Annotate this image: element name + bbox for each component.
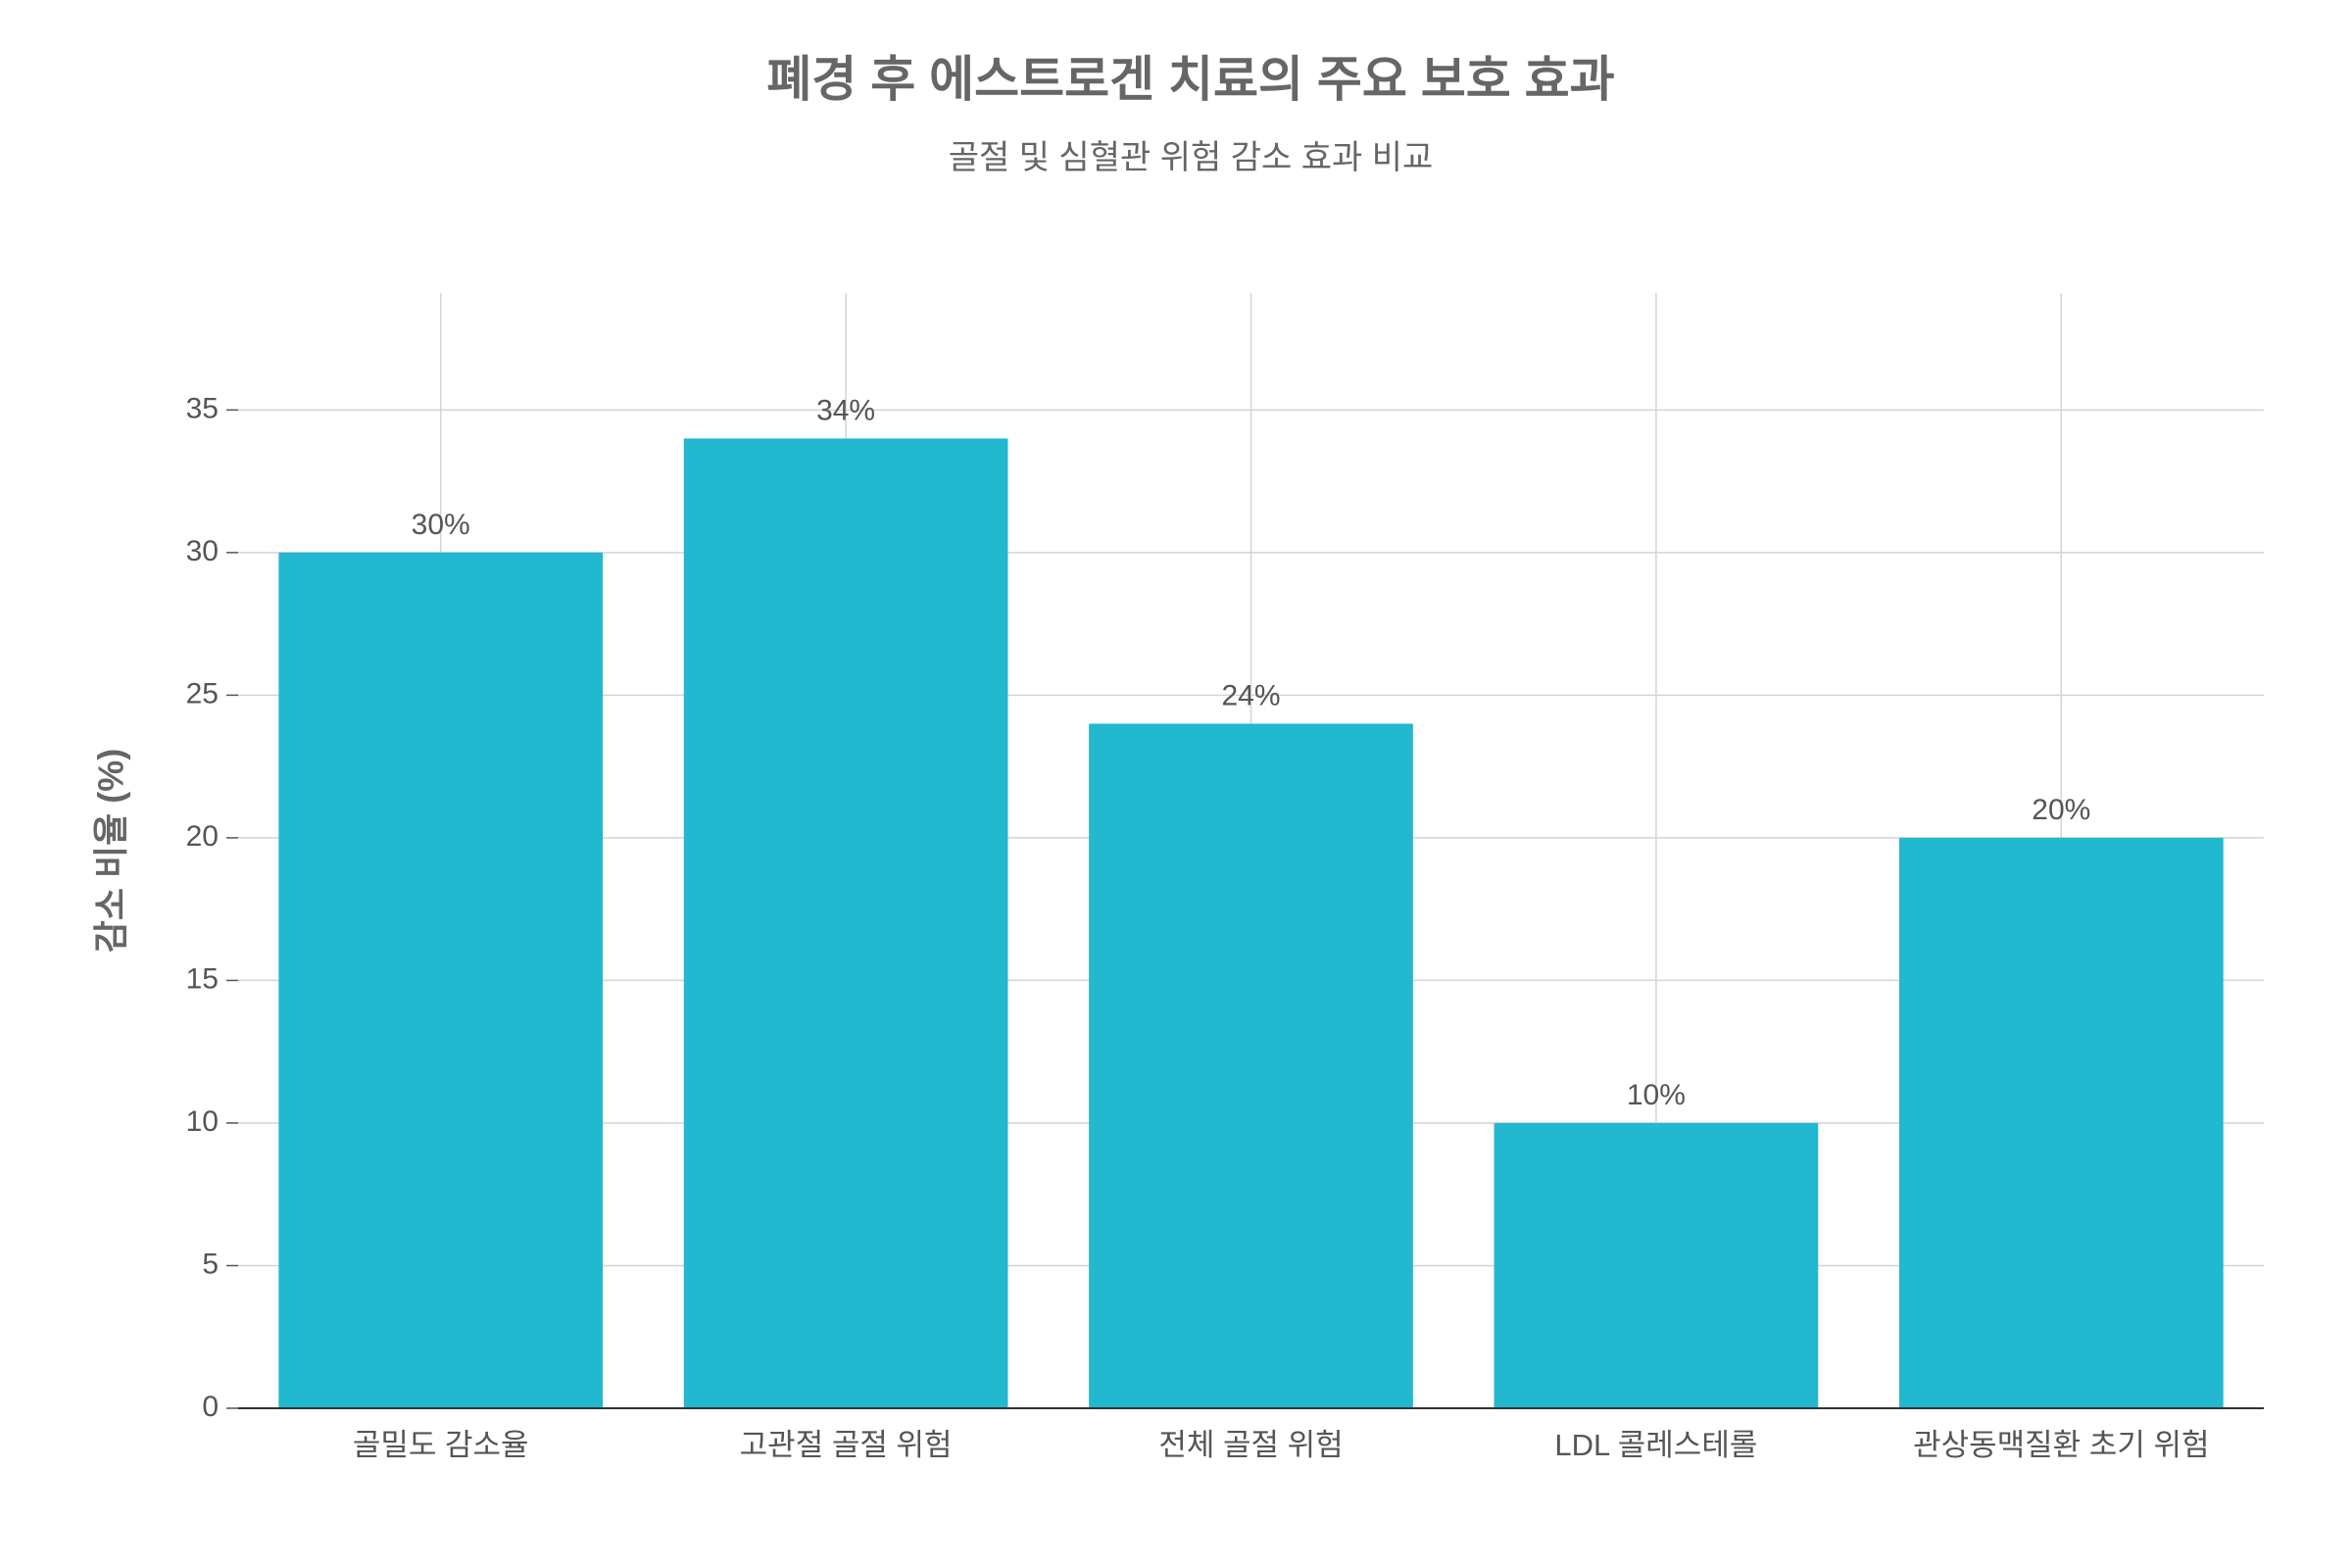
- x-tick-label: LDL 콜레스테롤: [1554, 1428, 1757, 1462]
- x-tick-label: 골밀도 감소율: [353, 1428, 529, 1462]
- x-tick-label: 관상동맥질환 초기 위험: [1913, 1428, 2209, 1462]
- y-axis-label: 감소 비율 (%): [91, 749, 131, 953]
- bar: [1494, 1122, 1819, 1408]
- y-tick-label: 0: [202, 1391, 219, 1423]
- x-tick-label: 고관절 골절 위험: [740, 1428, 953, 1462]
- value-label: 20%: [2032, 794, 2090, 826]
- value-label: 10%: [1627, 1079, 1686, 1111]
- y-tick-label: 20: [186, 820, 219, 853]
- y-tick-label: 5: [202, 1248, 219, 1280]
- value-label: 30%: [412, 509, 470, 541]
- chart-subtitle: 골절 및 심혈관 위험 감소 효과 비교: [949, 139, 1434, 176]
- x-tick-label: 전체 골절 위험: [1158, 1428, 1343, 1462]
- y-tick-label: 10: [186, 1105, 219, 1138]
- y-tick-label: 15: [186, 962, 219, 995]
- chart-title: 폐경 후 에스트로겐 치료의 주요 보호 효과: [766, 52, 1614, 107]
- y-tick-label: 25: [186, 677, 219, 710]
- bar: [1089, 723, 1413, 1408]
- bar: [278, 552, 604, 1408]
- y-tick-label: 30: [186, 535, 219, 567]
- value-label: 24%: [1221, 679, 1280, 711]
- y-tick-label: 35: [186, 392, 219, 424]
- bar: [683, 438, 1008, 1408]
- bar: [1898, 837, 2224, 1408]
- value-label: 34%: [816, 394, 875, 426]
